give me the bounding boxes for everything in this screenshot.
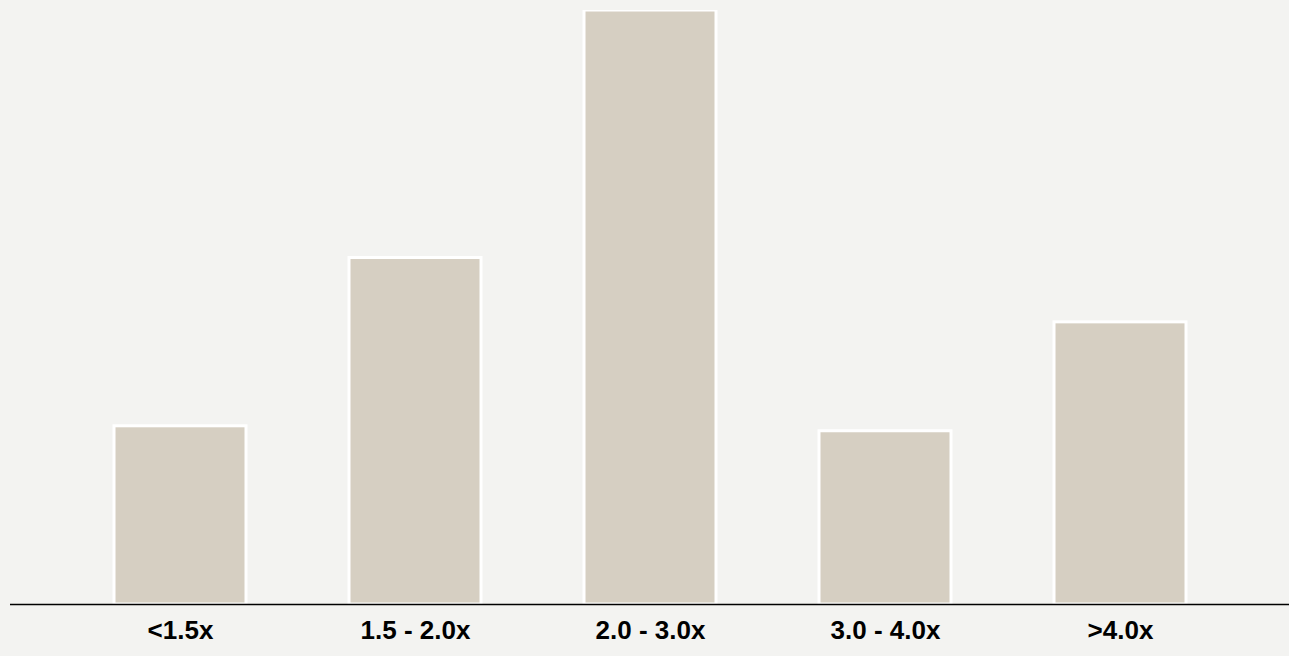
- svg-text:<1.5x: <1.5x: [148, 615, 214, 645]
- svg-text:1.5 - 2.0x: 1.5 - 2.0x: [361, 615, 471, 645]
- svg-text:>4.0x: >4.0x: [1088, 615, 1154, 645]
- svg-text:2.0 - 3.0x: 2.0 - 3.0x: [596, 615, 706, 645]
- svg-text:3.0 - 4.0x: 3.0 - 4.0x: [831, 615, 941, 645]
